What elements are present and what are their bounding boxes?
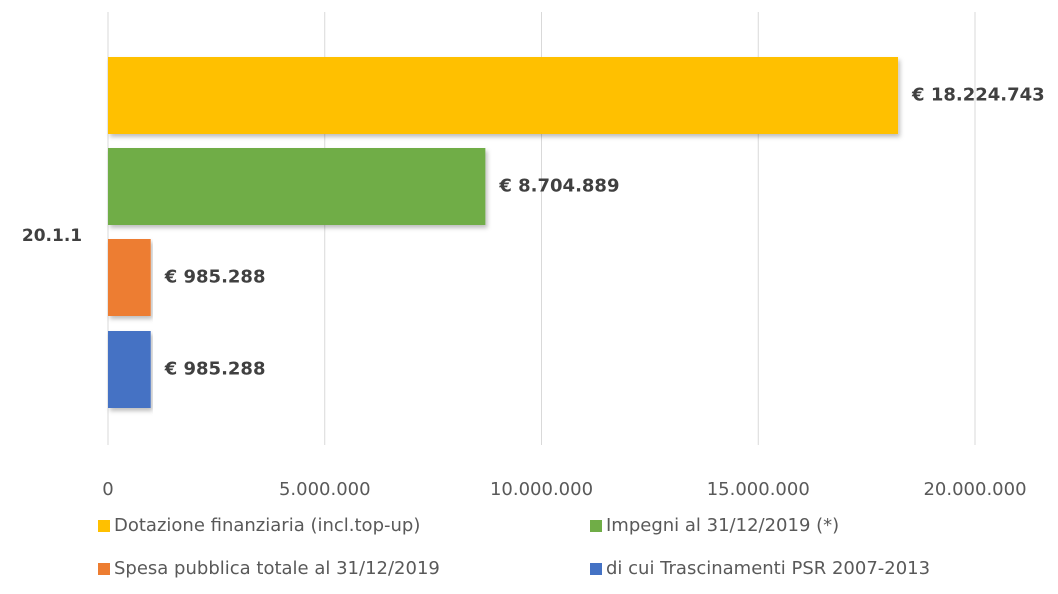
legend-swatch — [98, 520, 110, 532]
x-tick-label: 5.000.000 — [279, 479, 371, 500]
legend-label: Spesa pubblica totale al 31/12/2019 — [114, 558, 440, 579]
bar — [108, 57, 899, 134]
bar — [108, 331, 151, 408]
legend-label: di cui Trascinamenti PSR 2007-2013 — [606, 558, 930, 579]
bar — [108, 239, 151, 316]
legend-label: Impegni al 31/12/2019 (*) — [606, 515, 839, 536]
legend-label: Dotazione finanziaria (incl.top-up) — [114, 515, 420, 536]
x-tick-label: 20.000.000 — [923, 479, 1026, 500]
legend-swatch — [590, 520, 602, 532]
x-tick-label: 15.000.000 — [707, 479, 810, 500]
value-label: € 985.288 — [164, 359, 266, 380]
value-label: € 8.704.889 — [498, 176, 619, 197]
bar — [108, 148, 486, 225]
legend-swatch — [590, 563, 602, 575]
value-label: € 18.224.743 — [911, 85, 1045, 106]
x-tick-label: 0 — [102, 479, 113, 500]
category-label: 20.1.1 — [22, 226, 82, 246]
value-label: € 985.288 — [164, 267, 266, 288]
legend-swatch — [98, 563, 110, 575]
x-tick-label: 10.000.000 — [490, 479, 593, 500]
